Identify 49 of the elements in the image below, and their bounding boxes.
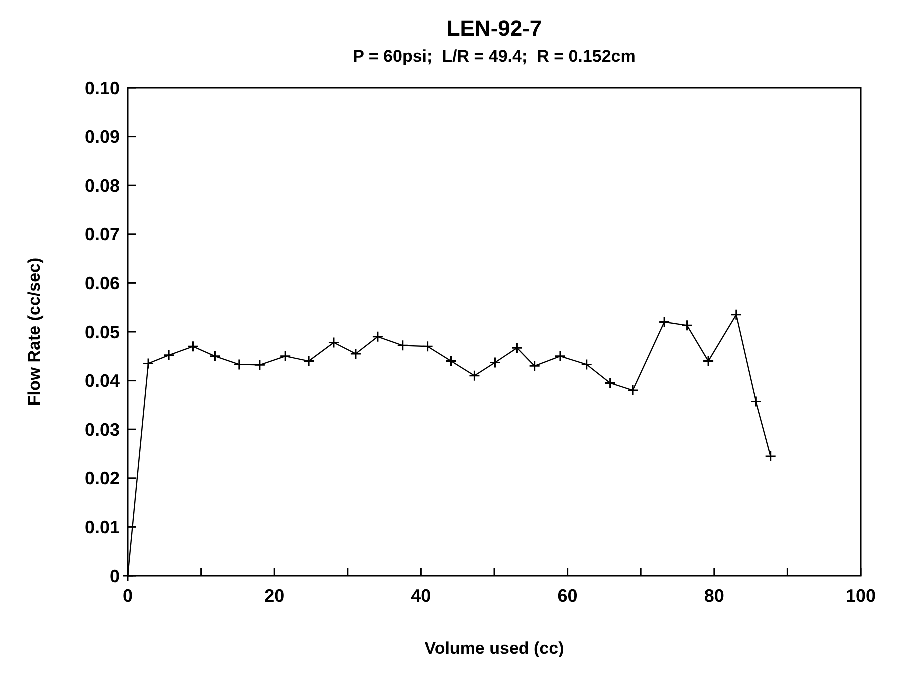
y-tick-label: 0.03 — [84, 420, 120, 440]
y-tick-label: 0.08 — [84, 176, 120, 196]
chart-subtitle: P = 60psi; L/R = 49.4; R = 0.152cm — [353, 47, 636, 66]
y-tick-label: 0.02 — [84, 468, 120, 489]
point — [142, 358, 154, 370]
x-tick-label: 100 — [846, 586, 876, 606]
y-tick-label: 0.07 — [84, 224, 120, 245]
point — [234, 358, 246, 370]
x-tick-label: 60 — [558, 586, 578, 606]
y-tick-label: 0.01 — [84, 518, 120, 538]
point — [489, 356, 501, 368]
point — [604, 377, 616, 389]
point — [529, 360, 541, 372]
point — [658, 316, 670, 328]
point — [468, 370, 480, 382]
point — [303, 356, 315, 368]
point — [730, 309, 742, 321]
x-axis-title: Volume used (cc) — [424, 639, 564, 658]
x-tick-label: 0 — [122, 586, 134, 606]
y-tick-label: 0.06 — [84, 274, 120, 294]
y-tick-label: 0.05 — [84, 322, 120, 342]
point — [209, 350, 221, 362]
x-tick-label: 20 — [264, 586, 285, 606]
point — [187, 340, 199, 352]
point — [627, 384, 639, 396]
point — [163, 350, 175, 362]
point — [702, 356, 714, 368]
y-tick-label: 0.10 — [84, 78, 120, 98]
point — [372, 331, 384, 343]
point — [280, 350, 292, 362]
point — [511, 342, 523, 354]
y-axis-title: Flow Rate (cc/sec) — [25, 258, 44, 406]
point — [328, 336, 340, 348]
point — [682, 320, 694, 332]
chart-title: LEN-92-7 — [446, 16, 542, 41]
x-tick-label: 40 — [411, 586, 432, 606]
y-tick-label: 0 — [110, 566, 120, 586]
point — [254, 359, 266, 371]
point — [765, 450, 777, 462]
point — [554, 350, 566, 362]
point — [750, 396, 762, 408]
point — [581, 358, 593, 370]
point — [397, 340, 409, 352]
point — [446, 356, 458, 368]
point — [422, 340, 434, 352]
y-tick-label: 0.04 — [84, 371, 120, 392]
y-tick-label: 0.09 — [84, 127, 120, 148]
point — [350, 348, 362, 360]
x-tick-label: 80 — [704, 586, 724, 606]
